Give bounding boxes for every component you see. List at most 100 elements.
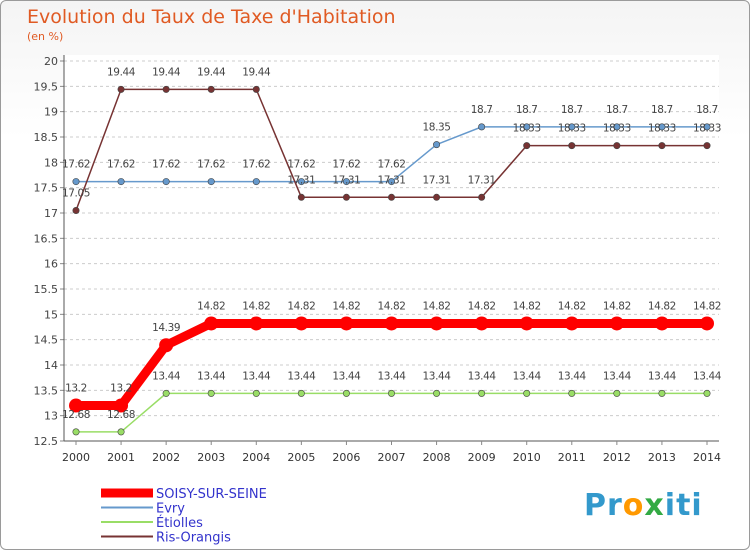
data-label-ris-orangis: 18.33 bbox=[513, 123, 541, 135]
y-tick-label: 19 bbox=[44, 106, 58, 119]
data-point-evry bbox=[207, 178, 215, 186]
data-label-ris-orangis: 17.05 bbox=[62, 187, 90, 199]
data-label-ris-orangis: 17.31 bbox=[377, 174, 405, 186]
data-point-soisy-sur-seine bbox=[339, 316, 354, 331]
data-label-ris-orangis: 18.33 bbox=[603, 123, 631, 135]
data-point-etiolles bbox=[523, 389, 531, 397]
data-label-evry: 17.62 bbox=[197, 159, 225, 171]
data-label-ris-orangis: 18.33 bbox=[558, 123, 586, 135]
data-label-etiolles: 13.44 bbox=[513, 370, 542, 382]
data-point-ris-orangis bbox=[117, 85, 125, 93]
x-tick-label: 2006 bbox=[332, 451, 360, 464]
chart-title: Evolution du Taux de Taxe d'Habitation bbox=[27, 6, 396, 28]
data-point-etiolles bbox=[117, 428, 125, 436]
data-label-etiolles: 12.68 bbox=[62, 409, 90, 421]
data-label-etiolles: 13.44 bbox=[377, 370, 406, 382]
data-label-soisy-sur-seine: 14.82 bbox=[513, 300, 541, 312]
data-point-ris-orangis bbox=[72, 206, 80, 214]
x-tick-label: 2013 bbox=[648, 451, 676, 464]
data-point-soisy-sur-seine bbox=[429, 316, 444, 331]
data-label-ris-orangis: 17.31 bbox=[423, 174, 451, 186]
data-point-ris-orangis bbox=[523, 142, 531, 150]
y-tick-label: 18.5 bbox=[34, 131, 59, 144]
y-tick-label: 12.5 bbox=[34, 435, 59, 448]
data-label-etiolles: 13.44 bbox=[648, 370, 677, 382]
y-tick-label: 13.5 bbox=[34, 384, 59, 397]
data-label-soisy-sur-seine: 14.82 bbox=[197, 300, 225, 312]
data-point-ris-orangis bbox=[207, 85, 215, 93]
data-label-soisy-sur-seine: 14.82 bbox=[558, 300, 586, 312]
data-label-etiolles: 13.44 bbox=[603, 370, 632, 382]
data-point-soisy-sur-seine bbox=[69, 398, 83, 413]
data-point-etiolles bbox=[658, 389, 666, 397]
data-label-ris-orangis: 19.44 bbox=[152, 66, 181, 78]
data-label-ris-orangis: 19.44 bbox=[242, 66, 271, 78]
y-tick-label: 19.5 bbox=[34, 80, 59, 93]
data-point-ris-orangis bbox=[162, 85, 170, 93]
data-label-evry: 17.62 bbox=[107, 159, 135, 171]
x-tick-label: 2002 bbox=[152, 451, 180, 464]
legend-label-ris-orangis: Ris-Orangis bbox=[156, 531, 231, 546]
data-label-etiolles: 13.44 bbox=[423, 370, 452, 382]
y-tick-label: 17.5 bbox=[34, 182, 59, 195]
proxiti-logo: Proxiti bbox=[584, 488, 703, 523]
data-point-soisy-sur-seine bbox=[249, 316, 264, 331]
data-label-ris-orangis: 19.44 bbox=[197, 66, 226, 78]
data-point-etiolles bbox=[297, 389, 305, 397]
data-label-soisy-sur-seine: 14.82 bbox=[603, 300, 631, 312]
data-label-etiolles: 13.44 bbox=[332, 370, 361, 382]
data-point-etiolles bbox=[613, 389, 621, 397]
data-point-evry bbox=[342, 178, 350, 186]
data-point-evry bbox=[72, 178, 80, 186]
data-point-soisy-sur-seine bbox=[204, 316, 219, 331]
data-point-ris-orangis bbox=[433, 193, 441, 201]
x-tick-label: 2008 bbox=[423, 451, 451, 464]
data-point-soisy-sur-seine bbox=[700, 316, 714, 331]
y-tick-label: 14 bbox=[44, 359, 58, 372]
data-point-etiolles bbox=[252, 389, 260, 397]
data-point-etiolles bbox=[703, 389, 711, 397]
y-tick-label: 17 bbox=[44, 207, 58, 220]
data-point-soisy-sur-seine bbox=[519, 316, 534, 331]
data-label-etiolles: 13.44 bbox=[242, 370, 271, 382]
data-point-evry bbox=[387, 178, 395, 186]
x-tick-label: 2003 bbox=[197, 451, 225, 464]
plot-area bbox=[64, 55, 719, 441]
data-point-etiolles bbox=[342, 389, 350, 397]
y-tick-label: 15.5 bbox=[34, 283, 59, 296]
x-tick-label: 2009 bbox=[468, 451, 496, 464]
data-label-soisy-sur-seine: 14.82 bbox=[648, 300, 676, 312]
data-point-evry bbox=[658, 123, 666, 131]
data-point-etiolles bbox=[162, 389, 170, 397]
y-tick-label: 18 bbox=[44, 156, 58, 169]
x-tick-label: 2014 bbox=[693, 451, 721, 464]
data-point-soisy-sur-seine bbox=[114, 398, 129, 413]
data-label-evry: 17.62 bbox=[332, 159, 360, 171]
data-label-evry: 18.35 bbox=[423, 122, 451, 134]
y-tick-label: 15 bbox=[44, 308, 58, 321]
data-point-ris-orangis bbox=[703, 142, 711, 150]
x-tick-label: 2011 bbox=[558, 451, 586, 464]
data-label-ris-orangis: 17.31 bbox=[287, 174, 315, 186]
data-point-evry bbox=[703, 123, 711, 131]
x-tick-label: 2005 bbox=[287, 451, 315, 464]
data-point-evry bbox=[297, 178, 305, 186]
data-point-evry bbox=[117, 178, 125, 186]
data-label-soisy-sur-seine: 14.39 bbox=[152, 322, 180, 334]
data-label-soisy-sur-seine: 13.2 bbox=[110, 383, 132, 395]
data-label-etiolles: 13.44 bbox=[287, 370, 316, 382]
data-point-ris-orangis bbox=[568, 142, 576, 150]
data-label-evry: 17.62 bbox=[242, 159, 270, 171]
data-point-etiolles bbox=[568, 389, 576, 397]
y-tick-label: 13 bbox=[44, 410, 58, 423]
data-point-evry bbox=[433, 141, 441, 149]
data-label-soisy-sur-seine: 14.82 bbox=[423, 300, 451, 312]
x-tick-label: 2000 bbox=[62, 451, 90, 464]
data-point-ris-orangis bbox=[342, 193, 350, 201]
y-tick-label: 14.5 bbox=[34, 334, 59, 347]
data-point-ris-orangis bbox=[478, 193, 486, 201]
data-label-soisy-sur-seine: 14.82 bbox=[287, 300, 315, 312]
chart-subtitle: (en %) bbox=[27, 30, 64, 43]
data-label-evry: 18.7 bbox=[471, 104, 493, 116]
